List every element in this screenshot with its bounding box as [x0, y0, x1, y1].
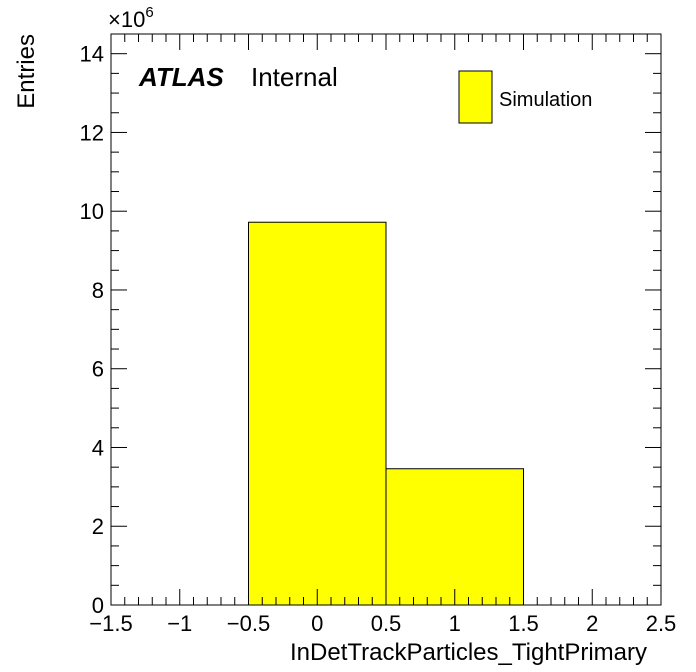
- x-tick-label: 1.5: [508, 611, 539, 636]
- x-axis-title: InDetTrackParticles_TightPrimary: [290, 639, 647, 666]
- legend-swatch-simulation: [458, 70, 493, 124]
- x-axis-ticks: [110, 34, 662, 605]
- atlas-status-label: Internal: [251, 62, 338, 92]
- y-tick-label: 12: [80, 120, 104, 145]
- y-tick-label: 14: [80, 42, 104, 67]
- y-axis-ticks: [111, 33, 661, 606]
- x-tick-label: −1.5: [89, 611, 132, 636]
- x-tick-label: 0.5: [371, 611, 402, 636]
- y-tick-label: 8: [92, 278, 104, 303]
- y-axis-title: Entries: [13, 34, 40, 109]
- x-tick-labels: −1.5 −1 −0.5 0 0.5 1 1.5 2 2.5: [89, 611, 676, 636]
- histogram-bars: [248, 221, 524, 606]
- x-tick-label: 0: [311, 611, 323, 636]
- atlas-label: ATLAS: [138, 62, 224, 92]
- x-tick-label: 2: [586, 611, 598, 636]
- y-tick-label: 2: [92, 514, 104, 539]
- histogram-bar-0: [248, 221, 387, 606]
- y-tick-labels: 0 2 4 6 8 10 12 14: [80, 42, 104, 618]
- x-tick-label: 1: [449, 611, 461, 636]
- histogram-bar-1: [385, 468, 524, 606]
- y-tick-label: 6: [92, 357, 104, 382]
- legend-label-simulation: Simulation: [499, 89, 592, 111]
- x-tick-label: 2.5: [646, 611, 677, 636]
- x-tick-label: −1: [167, 611, 192, 636]
- y-tick-label: 0: [92, 593, 104, 618]
- y-tick-label: 10: [80, 199, 104, 224]
- y-tick-label: 4: [92, 435, 104, 460]
- y-scale-factor: ×106: [108, 4, 154, 32]
- x-tick-label: −0.5: [227, 611, 270, 636]
